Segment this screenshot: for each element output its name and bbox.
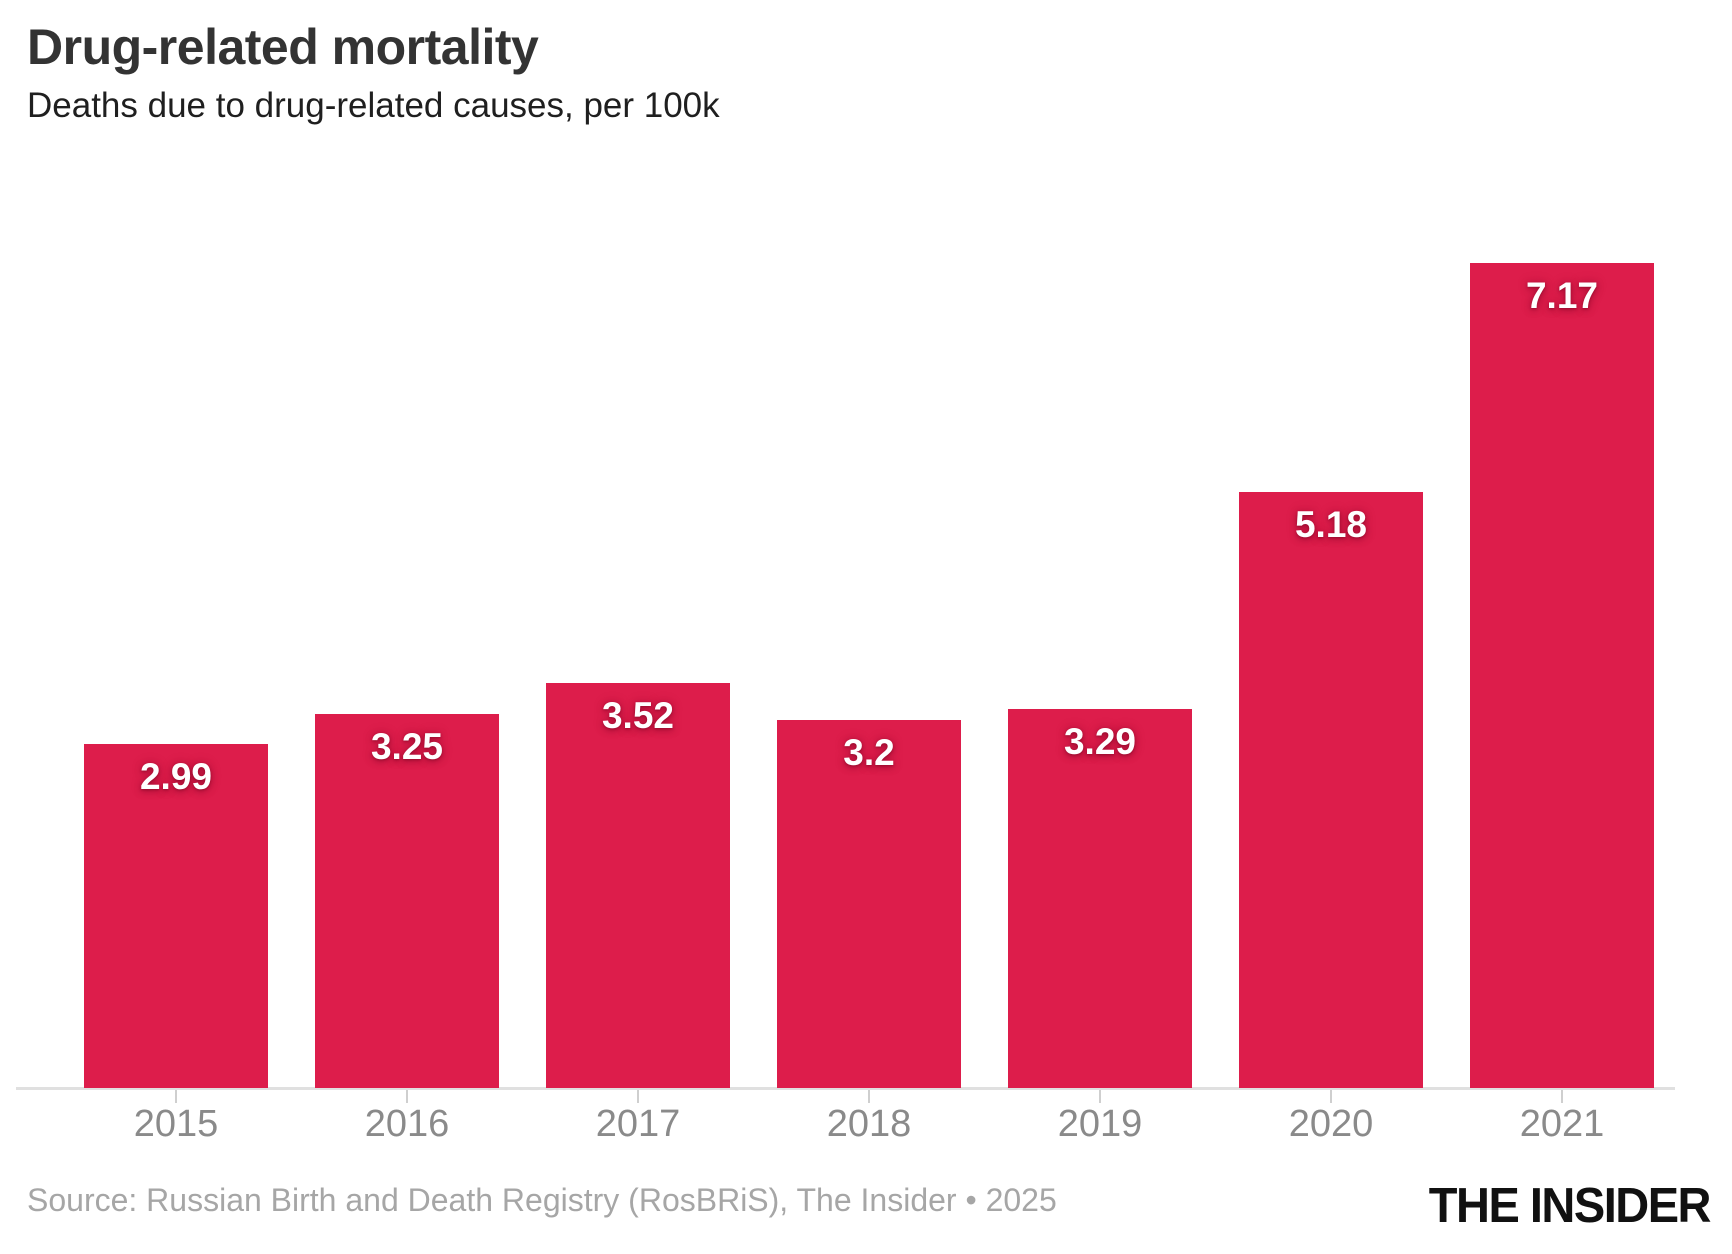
source-attribution: Source: Russian Birth and Death Registry… bbox=[27, 1182, 1057, 1218]
bar-2018: 3.2 bbox=[777, 720, 961, 1088]
bar-2021: 7.17 bbox=[1470, 263, 1654, 1088]
x-axis-tick bbox=[175, 1090, 177, 1103]
x-axis-tick bbox=[637, 1090, 639, 1103]
x-axis-tick bbox=[1561, 1090, 1563, 1103]
x-axis-label: 2017 bbox=[595, 1103, 681, 1145]
x-axis-tick bbox=[1330, 1090, 1332, 1103]
bar-value-label: 3.29 bbox=[1063, 721, 1136, 762]
bar-value-label: 3.2 bbox=[843, 732, 895, 773]
bar-2017: 3.52 bbox=[546, 683, 730, 1088]
bar-value-label: 5.18 bbox=[1294, 504, 1367, 545]
x-axis-label: 2016 bbox=[364, 1103, 450, 1145]
bar-value-label: 2.99 bbox=[139, 756, 212, 797]
the-insider-logo: THE INSIDER bbox=[1428, 1177, 1712, 1233]
x-axis-tick bbox=[1099, 1090, 1101, 1103]
x-axis-label: 2015 bbox=[133, 1103, 219, 1145]
bar-2020: 5.18 bbox=[1239, 492, 1423, 1088]
bar-value-label: 3.25 bbox=[370, 726, 443, 767]
bar-2015: 2.99 bbox=[84, 744, 268, 1088]
chart-subtitle: Deaths due to drug-related causes, per 1… bbox=[27, 86, 720, 125]
bar-value-label: 3.52 bbox=[601, 695, 674, 736]
x-axis-tick bbox=[868, 1090, 870, 1103]
x-axis-label: 2020 bbox=[1288, 1103, 1374, 1145]
bar-2016: 3.25 bbox=[315, 714, 499, 1088]
x-axis-tick bbox=[406, 1090, 408, 1103]
chart-title: Drug-related mortality bbox=[27, 19, 539, 75]
bar-2019: 3.29 bbox=[1008, 709, 1192, 1088]
bar-value-label: 7.17 bbox=[1525, 275, 1598, 316]
x-axis-line bbox=[16, 1087, 1675, 1090]
x-axis-label: 2018 bbox=[826, 1103, 912, 1145]
x-axis-label: 2019 bbox=[1057, 1103, 1143, 1145]
x-axis-label: 2021 bbox=[1519, 1103, 1605, 1145]
